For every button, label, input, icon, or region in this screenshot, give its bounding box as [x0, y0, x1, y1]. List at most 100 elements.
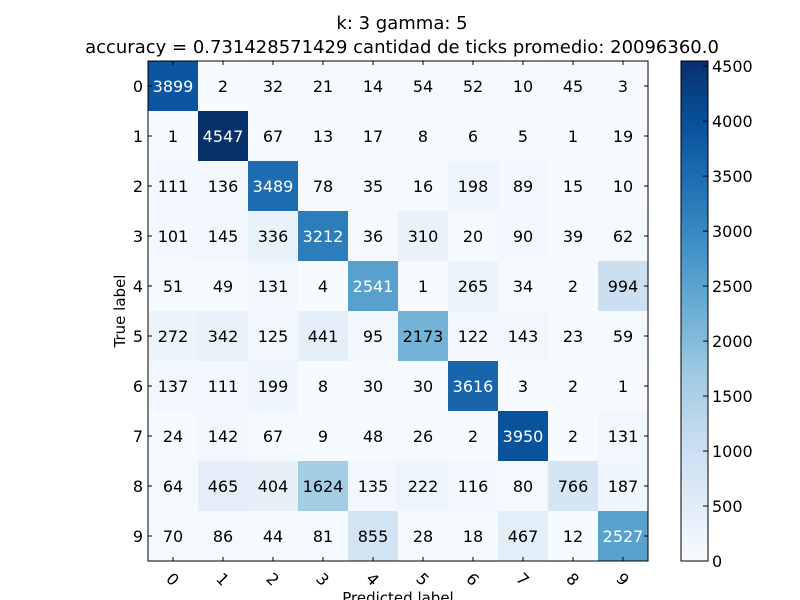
- cell-value-label: 67: [263, 427, 283, 446]
- heatmap-cell: [148, 261, 198, 311]
- heatmap-cell: [348, 161, 398, 211]
- heatmap-cell: [298, 211, 348, 261]
- heatmap-cell: [298, 511, 348, 561]
- cell-value-label: 45: [563, 77, 583, 96]
- colorbar-tick-label: 1000: [712, 442, 753, 461]
- heatmap-cell: [248, 511, 298, 561]
- cell-value-label: 3: [518, 377, 528, 396]
- cell-value-label: 2541: [353, 277, 394, 296]
- heatmap-cell: [148, 311, 198, 361]
- chart-title-line1: k: 3 gamma: 5: [336, 13, 468, 34]
- heatmap-cell: [198, 211, 248, 261]
- cell-value-label: 5: [518, 127, 528, 146]
- heatmap-cell: [198, 461, 248, 511]
- cell-value-label: 3212: [303, 227, 344, 246]
- x-tick-label: 0: [162, 569, 183, 590]
- heatmap-cell: [298, 311, 348, 361]
- heatmap-cell: [498, 111, 548, 161]
- heatmap-cell: [248, 461, 298, 511]
- heatmap-cell: [398, 261, 448, 311]
- cell-value-label: 1: [568, 127, 578, 146]
- x-axis-label: Predicted label: [342, 589, 453, 600]
- heatmap-cell: [398, 111, 448, 161]
- heatmap-cell: [398, 211, 448, 261]
- cell-value-label: 67: [263, 127, 283, 146]
- y-tick-label: 8: [133, 477, 143, 496]
- heatmap-cell: [298, 111, 348, 161]
- x-tick-labels: 0 1 2 3 4 5 6 7 8 9: [162, 569, 633, 590]
- cell-value-label: 13: [313, 127, 333, 146]
- cell-value-label: 30: [413, 377, 433, 396]
- cell-value-label: 404: [258, 477, 289, 496]
- y-tick-label: 6: [133, 377, 143, 396]
- x-tick-label: 3: [312, 569, 333, 590]
- heatmap-cell: [498, 261, 548, 311]
- y-tick-label: 4: [133, 277, 143, 296]
- heatmap-cell: [148, 161, 198, 211]
- x-tick-label: 1: [212, 569, 233, 590]
- cell-value-label: 2: [568, 427, 578, 446]
- cell-value-label: 20: [463, 227, 483, 246]
- y-tick-label: 5: [133, 327, 143, 346]
- axis-ticks: [148, 61, 648, 561]
- cell-value-label: 26: [413, 427, 433, 446]
- cell-value-label: 44: [263, 527, 283, 546]
- cell-value-label: 52: [463, 77, 483, 96]
- cell-value-label: 2: [468, 427, 478, 446]
- heatmap-cell: [398, 61, 448, 111]
- cell-value-label: 111: [208, 377, 239, 396]
- cell-value-label: 336: [258, 227, 289, 246]
- heatmap-cell: [198, 361, 248, 411]
- heatmap-cell: [248, 411, 298, 461]
- cell-value-label: 1: [168, 127, 178, 146]
- colorbar-tick-label: 1500: [712, 387, 753, 406]
- cell-value-label: 467: [508, 527, 539, 546]
- heatmap-cell: [248, 261, 298, 311]
- heatmap-cell: [398, 511, 448, 561]
- y-tick-label: 7: [133, 427, 143, 446]
- heatmap-cell: [598, 211, 648, 261]
- heatmap-cell: [548, 361, 598, 411]
- heatmap-cell: [598, 511, 648, 561]
- cell-value-label: 64: [163, 477, 183, 496]
- heatmap-cell: [498, 361, 548, 411]
- cell-value-label: 2527: [603, 527, 644, 546]
- y-tick-label: 0: [133, 77, 143, 96]
- heatmap-cell: [548, 461, 598, 511]
- cell-value-label: 4: [318, 277, 328, 296]
- cell-value-label: 766: [558, 477, 589, 496]
- heatmap-cell: [598, 61, 648, 111]
- heatmap-cell: [148, 211, 198, 261]
- cell-value-label: 3950: [503, 427, 544, 446]
- heatmap-cell: [198, 111, 248, 161]
- cell-value-label: 136: [208, 177, 239, 196]
- cell-value-label: 48: [363, 427, 383, 446]
- heatmap-cell: [348, 211, 398, 261]
- heatmap-cell: [448, 111, 498, 161]
- cell-value-label: 441: [308, 327, 339, 346]
- heatmap-cell: [248, 111, 298, 161]
- cell-value-label: 145: [208, 227, 239, 246]
- cell-value-label: 90: [513, 227, 533, 246]
- heatmap-cell: [598, 461, 648, 511]
- heatmap-cell: [298, 161, 348, 211]
- heatmap-cell: [548, 511, 598, 561]
- cell-value-label: 131: [258, 277, 289, 296]
- cell-value-label: 36: [363, 227, 383, 246]
- heatmap-cell: [598, 361, 648, 411]
- cell-value-label: 135: [358, 477, 389, 496]
- plot-frame: [147, 60, 649, 562]
- heatmap-cell: [148, 111, 198, 161]
- heatmap-cell: [198, 261, 248, 311]
- heatmap-cell: [448, 311, 498, 361]
- heatmap-cell: [198, 161, 248, 211]
- colorbar-tick-label: 0: [712, 552, 722, 571]
- cell-value-label: 95: [363, 327, 383, 346]
- heatmap-cell: [348, 311, 398, 361]
- heatmap-cell: [348, 511, 398, 561]
- heatmap-cell: [498, 161, 548, 211]
- colorbar-frame: [680, 60, 709, 562]
- cell-value-label: 2173: [403, 327, 444, 346]
- cell-value-label: 78: [313, 177, 333, 196]
